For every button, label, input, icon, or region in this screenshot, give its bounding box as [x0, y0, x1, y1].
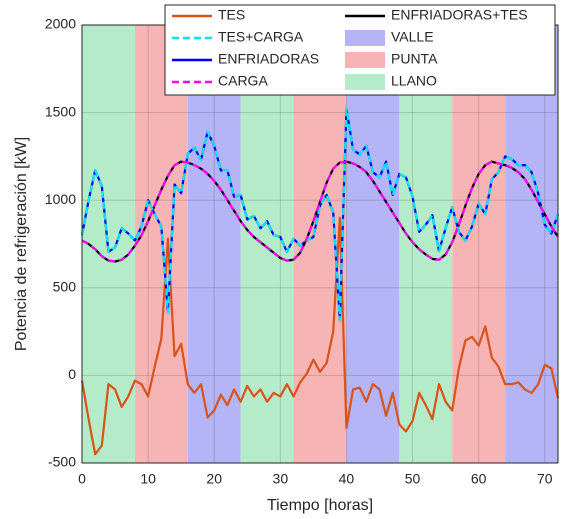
legend-label: VALLE — [391, 29, 434, 45]
legend-label: CARGA — [218, 73, 268, 89]
legend-label: ENFRIADORAS+TES — [391, 7, 528, 23]
legend-label: TES+CARGA — [218, 29, 304, 45]
y-tick-label: 1000 — [45, 191, 76, 207]
legend-swatch — [345, 74, 385, 90]
y-tick-label: 500 — [53, 279, 77, 295]
y-tick-label: -500 — [48, 454, 76, 470]
legend-label: PUNTA — [391, 51, 438, 67]
series-line — [81, 160, 559, 263]
series-line — [80, 107, 560, 322]
legend-swatch — [345, 30, 385, 46]
x-tick-label: 30 — [273, 471, 289, 487]
legend-swatch — [345, 52, 385, 68]
x-tick-label: 10 — [140, 471, 156, 487]
legend-label: TES — [218, 7, 245, 23]
x-tick-label: 70 — [537, 471, 553, 487]
x-tick-label: 40 — [339, 471, 355, 487]
y-axis-label: Potencia de refrigeración [kW] — [13, 137, 30, 351]
x-tick-label: 20 — [206, 471, 222, 487]
y-tick-label: 2000 — [45, 16, 76, 32]
period-band — [505, 25, 558, 463]
x-tick-label: 60 — [471, 471, 487, 487]
y-tick-label: 0 — [68, 366, 76, 382]
legend-label: ENFRIADORAS — [218, 51, 319, 67]
legend-label: LLANO — [391, 73, 437, 89]
period-band — [452, 25, 506, 463]
x-tick-label: 0 — [78, 471, 86, 487]
period-band — [346, 25, 400, 463]
y-tick-label: 1500 — [45, 103, 76, 119]
x-axis-label: Tiempo [horas] — [267, 497, 373, 514]
period-band — [399, 25, 453, 463]
x-tick-label: 50 — [405, 471, 421, 487]
series-line — [80, 216, 560, 456]
